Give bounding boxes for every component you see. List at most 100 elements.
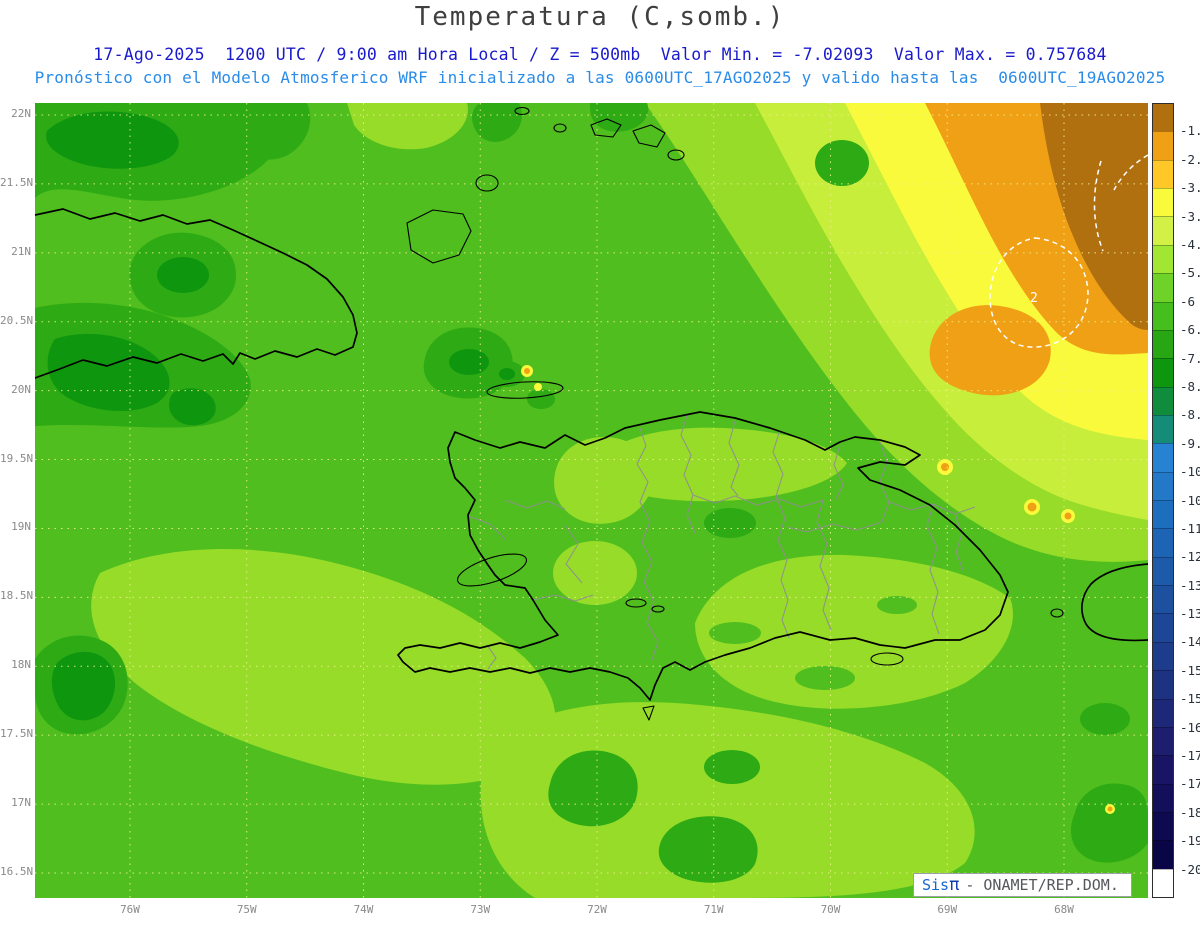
colorbar-segment — [1153, 159, 1173, 189]
lat-label: 20.5N — [0, 313, 34, 327]
colorbar-label: -8.8 — [1180, 407, 1200, 423]
colorbar-label: -17.2 — [1180, 748, 1200, 764]
subtitle-model-info: Pronóstico con el Modelo Atmosferico WRF… — [34, 68, 1166, 87]
colorbar-label: -16.5 — [1180, 719, 1200, 735]
colorbar-segment — [1153, 358, 1173, 387]
caicos-islands — [590, 118, 622, 138]
colorbar-segment — [1153, 585, 1173, 614]
colorbar-label: -10.2 — [1180, 464, 1200, 480]
colorbar-segment — [1153, 726, 1173, 756]
pi-icon: π — [949, 874, 960, 895]
haiti-dr-border — [636, 427, 659, 661]
mona-island — [1050, 608, 1064, 618]
colorbar-label: -19.3 — [1180, 833, 1200, 849]
colorbar-label: -12.3 — [1180, 549, 1200, 565]
lon-label: 71W — [703, 903, 724, 916]
colorbar-label: -1.8 — [1180, 123, 1200, 139]
colorbar-segment — [1153, 471, 1173, 501]
great-inagua-island — [406, 209, 472, 264]
puerto-rico-coastline — [1081, 563, 1149, 642]
lat-label: 18.5N — [0, 589, 34, 603]
colorbar-segment — [1153, 840, 1173, 869]
credit-badge: Sis π - ONAMET/REP.DOM. — [913, 873, 1132, 897]
colorbar-segment — [1153, 443, 1173, 472]
colorbar-segment — [1153, 641, 1173, 671]
colorbar-segment — [1153, 329, 1173, 359]
lat-label: 19N — [11, 520, 31, 534]
colorbar-label: -6 — [1180, 293, 1196, 309]
lake-enriquillo — [625, 598, 647, 608]
cuba-coastline — [34, 208, 358, 379]
map-svg: 2 — [34, 103, 1149, 898]
colorbar-segment — [1153, 301, 1173, 330]
tortuga-island — [486, 381, 564, 399]
lat-label: 17N — [11, 796, 31, 810]
height-contour-layer: 2 — [989, 154, 1149, 348]
colorbar-label: -15.1 — [1180, 662, 1200, 678]
lat-label: 19.5N — [0, 451, 34, 465]
colorbar-segment — [1153, 670, 1173, 699]
colorbar-label: -13 — [1180, 577, 1200, 593]
lat-label: 21N — [11, 244, 31, 258]
lon-label: 69W — [937, 903, 958, 916]
lon-label: 74W — [353, 903, 374, 916]
beata-island — [642, 705, 655, 721]
colorbar-label: -14.4 — [1180, 634, 1200, 650]
colorbar-label: -11.6 — [1180, 520, 1200, 536]
gonave-island — [457, 553, 527, 587]
colorbar-segment — [1153, 698, 1173, 727]
colorbar-segment — [1153, 811, 1173, 841]
colorbar-label: -4.6 — [1180, 236, 1200, 252]
colorbar-label: -15.8 — [1180, 691, 1200, 707]
colorbar-segment — [1153, 528, 1173, 557]
lat-label: 20N — [11, 382, 31, 396]
little-inagua-island — [475, 174, 499, 192]
lon-label: 75W — [236, 903, 257, 916]
colorbar-segment — [1153, 386, 1173, 415]
colorbar-segment — [1153, 556, 1173, 586]
lon-label: 72W — [587, 903, 607, 916]
colorbar-label: -6.7 — [1180, 322, 1200, 338]
lon-label: 76W — [120, 903, 140, 916]
colorbar-label: -20 — [1180, 861, 1200, 877]
lon-label: 73W — [470, 903, 491, 916]
colorbar-label: -7.4 — [1180, 350, 1200, 366]
lon-label: 70W — [820, 903, 841, 916]
colorbar — [1152, 103, 1174, 898]
colorbar-segment — [1153, 868, 1173, 898]
contour-label: 2 — [1030, 291, 1038, 306]
saona-island — [870, 652, 904, 666]
hispaniola-coastline — [397, 411, 1009, 701]
admin-borders-layer — [467, 414, 976, 670]
colorbar-label: -2.5 — [1180, 151, 1200, 167]
coastline-layer — [34, 106, 1149, 721]
turks-islands — [632, 124, 666, 148]
colorbar-segment — [1153, 216, 1173, 245]
lat-label: 22N — [11, 107, 31, 120]
etang-saumatre — [651, 605, 665, 613]
colorbar-label: -8.1 — [1180, 378, 1200, 394]
colorbar-segment — [1153, 131, 1173, 160]
colorbar-segment — [1153, 755, 1173, 784]
lat-label: 21.5N — [0, 175, 34, 189]
colorbar-segment — [1153, 613, 1173, 642]
map-area: 2 — [34, 103, 1149, 898]
colorbar-label: -13.7 — [1180, 606, 1200, 622]
colorbar-segment — [1153, 783, 1173, 812]
colorbar-label: -10.9 — [1180, 492, 1200, 508]
sis-logo-text: Sis — [922, 876, 950, 894]
colorbar-label: -3.2 — [1180, 180, 1200, 196]
colorbar-segment — [1153, 273, 1173, 302]
colorbar-label: -5.3 — [1180, 265, 1200, 281]
colorbar-label: -9.5 — [1180, 435, 1200, 451]
lat-label: 16.5N — [0, 864, 34, 878]
colorbar-label: -18.6 — [1180, 804, 1200, 820]
colorbar-segment — [1153, 104, 1173, 132]
colorbar-segment — [1153, 414, 1173, 444]
colorbar-segment — [1153, 188, 1173, 217]
temperature-fill-layer — [35, 103, 1148, 898]
colorbar-label: -17.9 — [1180, 776, 1200, 792]
subtitle-valid-time: 17-Ago-2025 1200 UTC / 9:00 am Hora Loca… — [93, 45, 1107, 64]
lat-label: 18N — [11, 658, 31, 672]
